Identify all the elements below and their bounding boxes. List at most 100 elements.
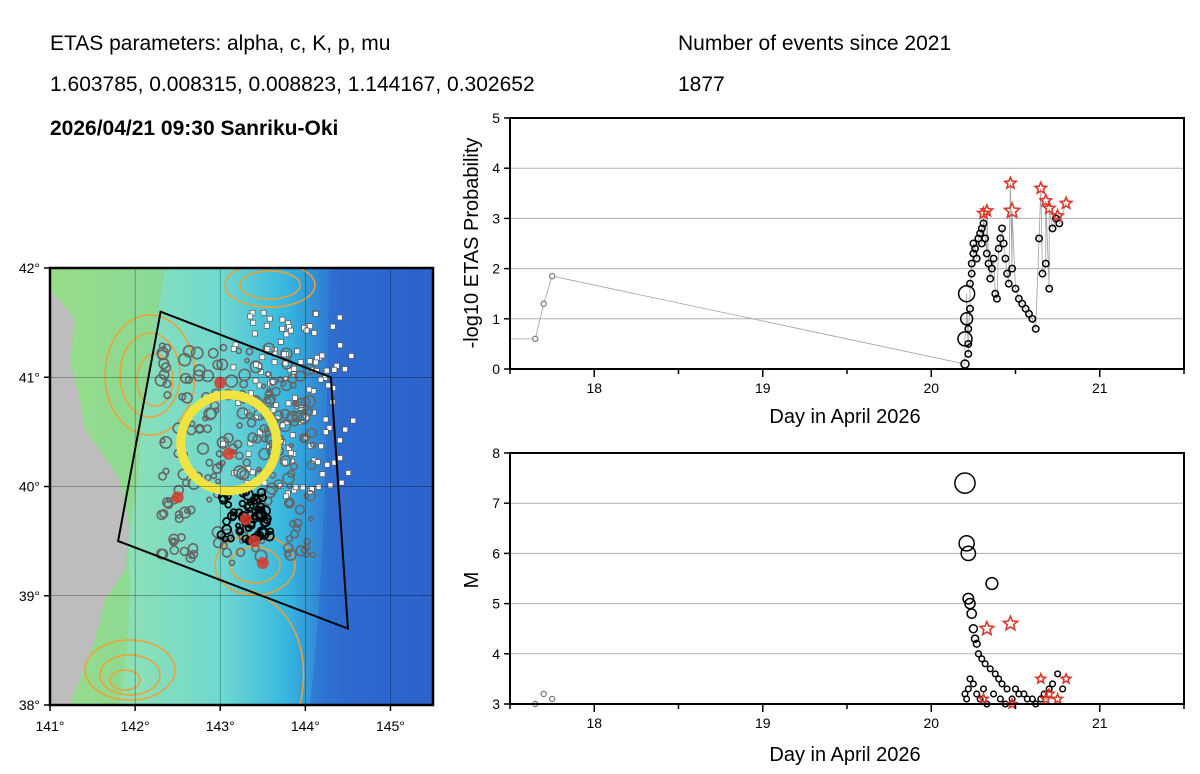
map-event-square: [264, 346, 271, 352]
map-event-circle: [303, 551, 310, 558]
etas-probability-chart: 0 1 2 3 4 5 18 19 20 21 Day in April 2026 -log10 …: [461, 110, 1185, 428]
map-event-circle: [160, 362, 172, 373]
map-event-circle: [266, 387, 272, 394]
map-event-circle: [236, 407, 249, 420]
map-event-square: [324, 462, 331, 468]
map-event-circle: [160, 437, 166, 444]
map-event-square: [303, 327, 310, 334]
map-event-square: [331, 367, 338, 373]
event-point: [966, 279, 974, 288]
map-event-square: [322, 416, 329, 423]
event-point: [987, 264, 996, 273]
event-point: [1041, 259, 1050, 268]
probability-connector-line: [510, 183, 1067, 365]
map-event-square: [311, 409, 317, 416]
event-point: [1008, 695, 1016, 703]
map-recent-event: [218, 494, 229, 505]
y-tick-label: 4: [492, 646, 500, 662]
event-point: [967, 269, 976, 278]
map-event-circle: [201, 369, 215, 383]
star-event-point: [1002, 175, 1019, 190]
map-event-circle: [169, 537, 179, 547]
map-recent-event: [250, 494, 261, 505]
map-event-circle: [158, 471, 167, 481]
etas-chart-xlabel: Day in April 2026: [769, 406, 920, 428]
y-tick-label: 3: [492, 210, 500, 226]
star-event-point: [1041, 200, 1057, 215]
map-event-circle: [295, 397, 307, 409]
event-point: [964, 685, 972, 693]
map-event-circle: [285, 534, 294, 543]
event-point: [1011, 685, 1020, 693]
y-tick-label: 0: [492, 361, 500, 377]
event-point: [981, 234, 990, 243]
map-event-square: [251, 330, 258, 337]
map-recent-event: [266, 527, 275, 535]
map-event-circle: [203, 407, 217, 421]
map-event-square: [292, 395, 298, 401]
etas-chart-marks: [532, 175, 1074, 369]
map-event-circle: [163, 499, 174, 510]
map-event-circle: [221, 547, 232, 558]
map-event-square: [245, 450, 252, 457]
small-event-point: [548, 695, 556, 703]
map-event-circle: [289, 462, 299, 471]
event-point: [1059, 685, 1067, 693]
map-event-circle: [260, 383, 267, 389]
map-event-square: [253, 361, 259, 368]
map-recent-event: [256, 487, 267, 498]
map-event-square: [342, 366, 348, 372]
event-point: [1003, 269, 1012, 278]
map-star-event: [248, 535, 261, 548]
magnitude-chart-frame: [509, 452, 1185, 705]
map-event-circle: [235, 347, 243, 355]
event-point: [962, 592, 975, 605]
y-tick-label: 7: [492, 495, 500, 511]
map-event-circle: [286, 411, 298, 423]
event-point: [1049, 680, 1057, 688]
map-event-circle: [162, 379, 172, 389]
y-tick-label: 4: [492, 160, 500, 176]
map-event-circle: [302, 363, 315, 376]
star-event-point: [1034, 671, 1048, 685]
magnitude-chart-xlabel: Day in April 2026: [769, 744, 920, 766]
star-event-point: [1039, 691, 1053, 705]
y-tick-label: 6: [492, 545, 500, 561]
event-point: [964, 339, 973, 348]
map-event-circles: [154, 342, 317, 569]
map-recent-event: [226, 534, 235, 543]
map-event-square: [350, 417, 357, 424]
event-point: [991, 670, 999, 678]
map-lat-label: 42°: [19, 260, 40, 276]
star-event-point: [1038, 192, 1054, 208]
event-point: [970, 634, 980, 644]
map-event-circle: [288, 442, 295, 449]
star-event-point: [979, 202, 995, 218]
event-point: [994, 244, 1003, 253]
map-event-circle: [236, 422, 243, 429]
map-event-square: [278, 339, 284, 345]
y-tick-label: 5: [492, 110, 500, 126]
x-tick-label: 19: [755, 380, 771, 396]
map-event-circle: [294, 504, 306, 515]
map-event-circle: [228, 559, 236, 567]
map-event-circle: [181, 392, 193, 404]
map-event-circle: [236, 467, 250, 481]
map-event-square: [279, 316, 286, 323]
star-event-point: [1058, 195, 1074, 210]
map-event-square: [253, 414, 259, 421]
map-event-circle: [279, 454, 292, 467]
event-point: [981, 660, 989, 668]
event-point: [1038, 269, 1047, 278]
event-point: [964, 349, 973, 358]
event-point: [995, 675, 1003, 683]
magnitude-chart: 3 4 5 6 7 8 18 19 20 21 Day in April 2026 M: [461, 445, 1185, 766]
map-recent-event: [216, 530, 226, 540]
event-point: [960, 545, 977, 562]
event-point: [998, 680, 1006, 688]
map-event-circle: [309, 441, 317, 449]
map-event-circle: [245, 347, 254, 356]
event-point: [960, 359, 970, 369]
map-recent-event: [235, 526, 245, 536]
